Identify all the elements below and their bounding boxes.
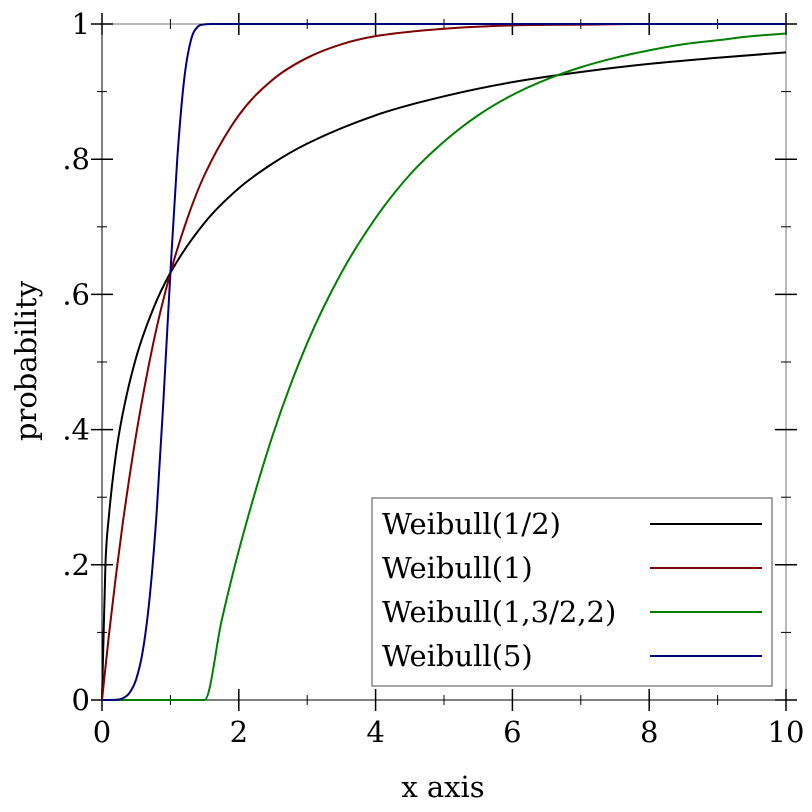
- x-axis-title: x axis: [401, 770, 484, 804]
- y-tick-label: 1: [72, 7, 90, 41]
- legend-label: Weibull(1): [382, 551, 533, 585]
- y-tick-label: .6: [62, 277, 90, 311]
- legend-label: Weibull(1/2): [382, 507, 561, 541]
- x-tick-label: 0: [93, 715, 111, 749]
- y-tick-label: .2: [62, 548, 90, 582]
- series-line: [102, 32, 787, 701]
- legend-border: [371, 497, 773, 687]
- series-line: [101, 51, 787, 701]
- axis-tick-labels: 0 2 4 6 8 10 0 .2 .4 .6 .8 1: [62, 7, 804, 749]
- y-tick-label: .8: [62, 142, 90, 176]
- legend-box: [371, 497, 773, 687]
- legend: Weibull(1/2) Weibull(1) Weibull(1,3/2,2) We…: [371, 497, 773, 687]
- series-lines: [101, 22, 787, 701]
- y-tick-label: .4: [62, 413, 90, 447]
- legend-label: Weibull(5): [382, 639, 533, 673]
- y-tick-label: 0: [72, 683, 90, 717]
- x-tick-label: 8: [640, 715, 658, 749]
- legend-label: Weibull(1,3/2,2): [382, 595, 616, 629]
- x-tick-label: 6: [503, 715, 521, 749]
- series-line: [101, 22, 786, 701]
- x-tick-label: 2: [230, 715, 248, 749]
- x-tick-label: 4: [366, 715, 384, 749]
- y-axis-title: probability: [9, 280, 43, 441]
- x-tick-label: 10: [768, 715, 805, 749]
